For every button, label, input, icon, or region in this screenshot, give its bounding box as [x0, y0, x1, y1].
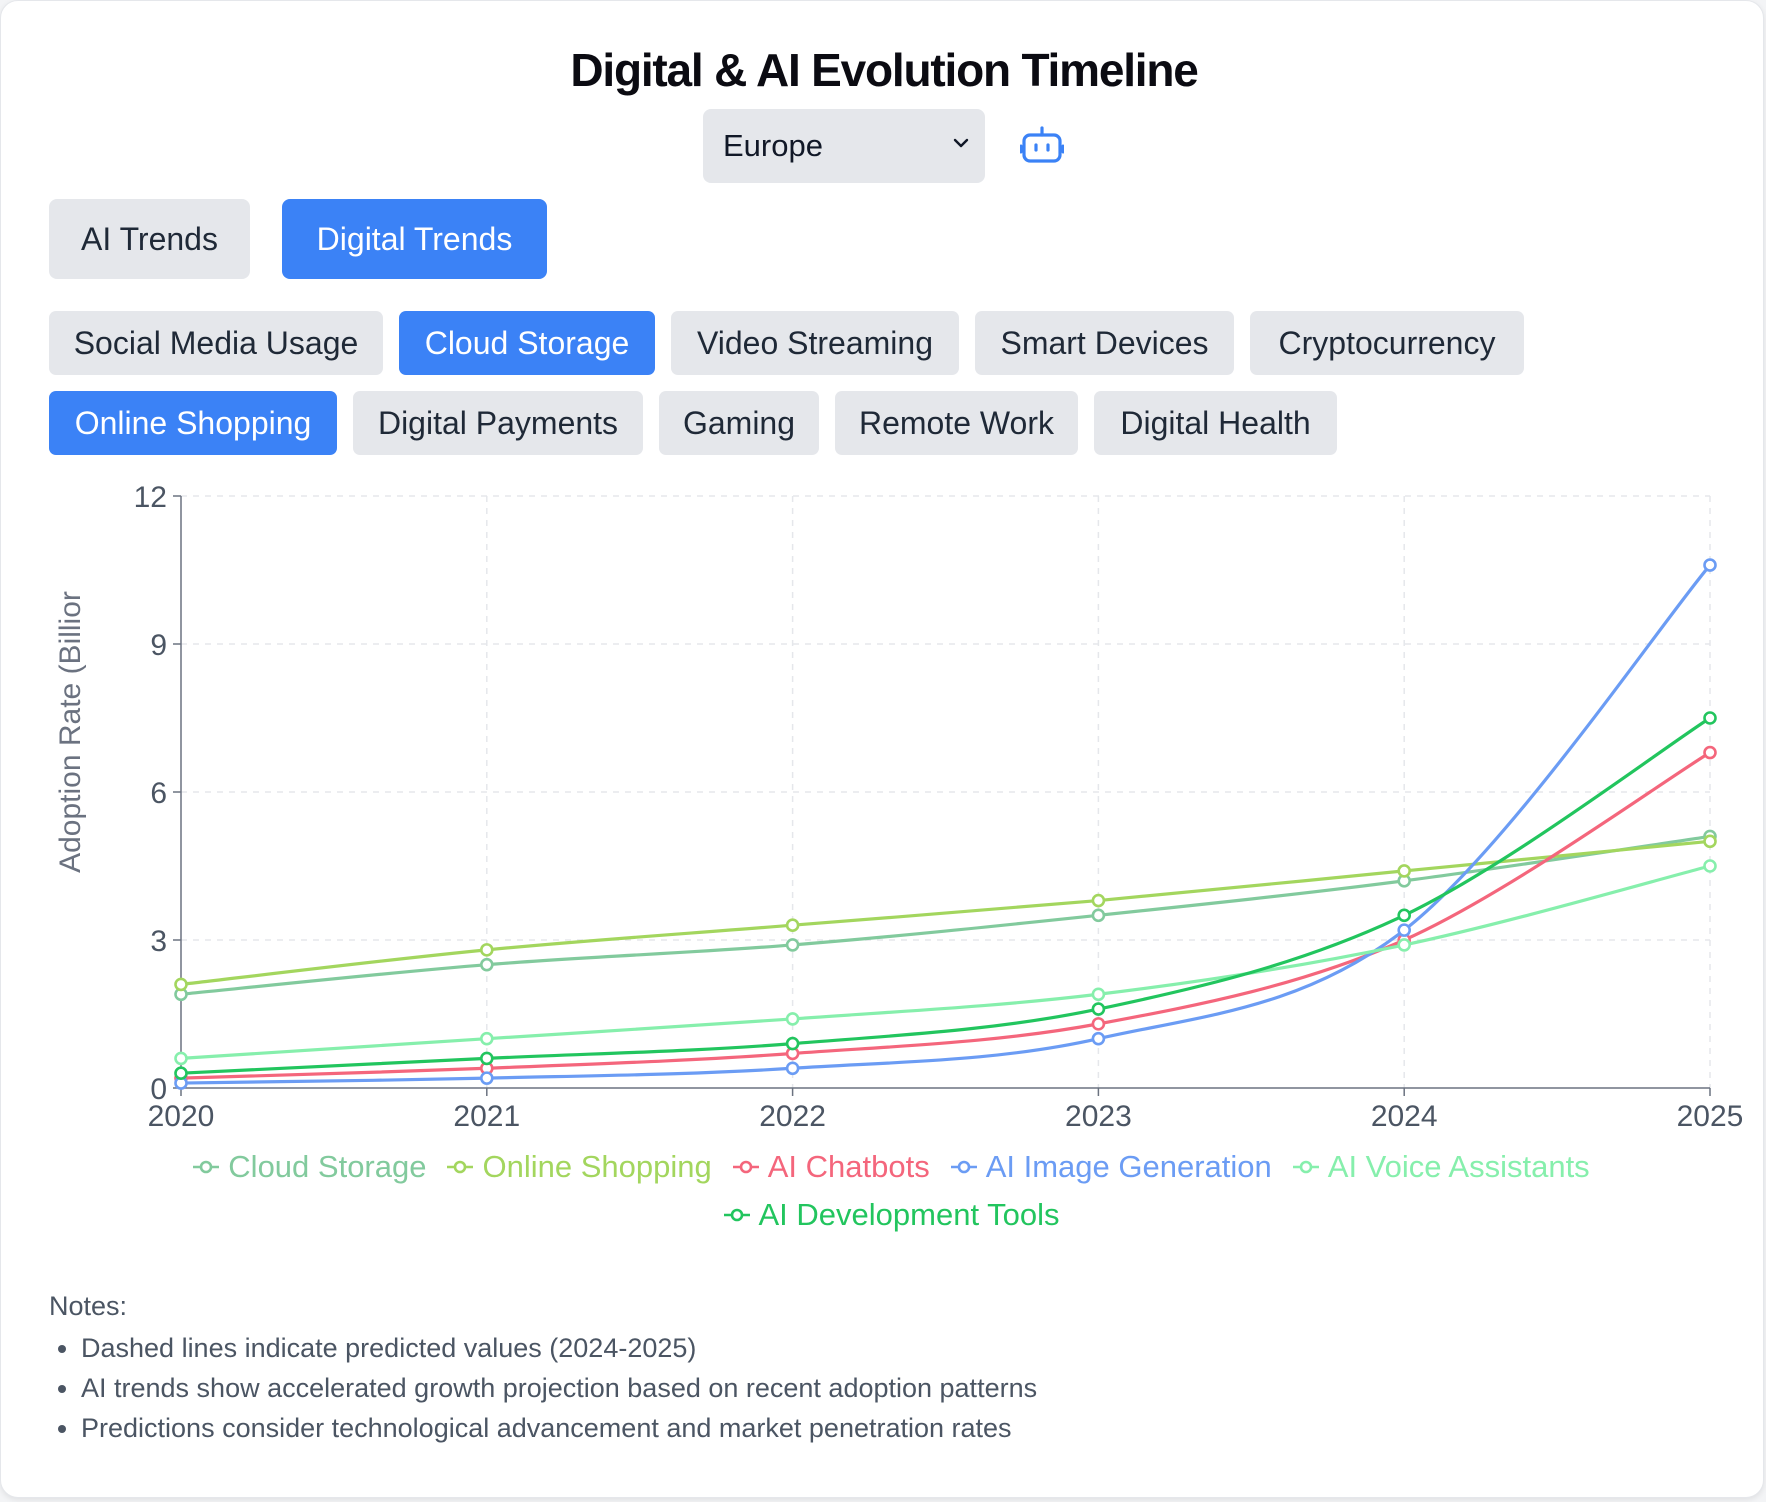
x-tick-label: 2020	[148, 1100, 215, 1133]
y-tick-label: 0	[150, 1073, 167, 1106]
legend-label: Online Shopping	[482, 1149, 712, 1184]
legend-line-marker-icon	[723, 1208, 750, 1222]
legend-item[interactable]: AI Voice Assistants	[1292, 1148, 1590, 1186]
data-point-cloud-storage	[1091, 908, 1106, 923]
note-item: Predictions consider technological advan…	[81, 1412, 1037, 1444]
data-point-ai-development-tools	[1703, 711, 1717, 725]
series-line-online-shopping	[180, 839, 1711, 986]
series-line-ai-image-generation	[180, 564, 1712, 1085]
legend-line-marker-icon	[732, 1160, 759, 1174]
note-item: Dashed lines indicate predicted values (…	[81, 1332, 1037, 1364]
tab-ai-trends[interactable]: AI Trends	[49, 199, 250, 279]
data-point-online-shopping	[1397, 864, 1411, 878]
x-tick-label: 2024	[1371, 1100, 1438, 1133]
legend-item[interactable]: Cloud Storage	[192, 1148, 426, 1186]
data-point-ai-chatbots	[1703, 745, 1717, 760]
data-point-ai-voice-assistants	[785, 1012, 800, 1026]
note-item: AI trends show accelerated growth projec…	[81, 1372, 1037, 1404]
data-point-ai-image-generation	[785, 1061, 800, 1076]
category-smart-devices[interactable]: Smart Devices	[975, 311, 1234, 375]
legend-label: AI Image Generation	[985, 1149, 1272, 1184]
series-line-ai-chatbots	[180, 751, 1711, 1080]
category-remote-work[interactable]: Remote Work	[835, 391, 1078, 455]
y-tick-label: 3	[150, 925, 167, 958]
data-point-ai-image-generation	[1091, 1031, 1106, 1046]
tab-digital-trends[interactable]: Digital Trends	[282, 199, 547, 279]
region-select-value: Europe	[723, 128, 823, 163]
data-point-cloud-storage	[479, 957, 494, 972]
data-point-online-shopping	[785, 918, 800, 933]
legend-item[interactable]: AI Chatbots	[732, 1148, 930, 1186]
data-point-ai-voice-assistants	[1091, 987, 1106, 1002]
y-tick-label: 6	[150, 777, 167, 810]
series-line-cloud-storage	[180, 834, 1711, 996]
category-cloud-storage[interactable]: Cloud Storage	[399, 311, 655, 375]
category-gaming[interactable]: Gaming	[659, 391, 819, 455]
region-select[interactable]: Europe	[703, 109, 985, 183]
data-point-ai-development-tools	[1091, 1002, 1106, 1016]
page-title: Digital & AI Evolution Timeline	[570, 44, 1199, 96]
data-point-ai-development-tools	[1397, 908, 1411, 923]
y-tick-label: 12	[134, 481, 167, 514]
x-tick-label: 2025	[1677, 1100, 1744, 1133]
legend-label: AI Voice Assistants	[1327, 1149, 1590, 1184]
data-point-online-shopping	[479, 943, 494, 957]
notes-list: Dashed lines indicate predicted values (…	[49, 1332, 1037, 1444]
category-digital-payments[interactable]: Digital Payments	[353, 391, 643, 455]
data-point-ai-development-tools	[785, 1036, 800, 1051]
data-point-ai-development-tools	[174, 1066, 188, 1081]
category-cryptocurrency[interactable]: Cryptocurrency	[1250, 311, 1524, 375]
legend-line-marker-icon	[193, 1160, 220, 1174]
data-point-ai-development-tools	[479, 1051, 494, 1066]
legend-line-marker-icon	[950, 1160, 977, 1174]
chart-legend: Cloud Storage Online Shopping AI Chatbots A…	[81, 1148, 1701, 1234]
line-chart: 0 3 6 9 12 2020 2021 2022 2023 2024 2025 Adoption R…	[54, 481, 1744, 1133]
x-tick-label: 2023	[1065, 1100, 1132, 1133]
x-tick-label: 2022	[759, 1100, 826, 1133]
legend-item[interactable]: Online Shopping	[446, 1148, 712, 1186]
data-point-ai-image-generation	[1397, 923, 1411, 937]
chevron-down-icon	[953, 138, 969, 148]
robot-icon[interactable]	[1020, 125, 1064, 167]
legend-label: Cloud Storage	[228, 1149, 427, 1184]
legend-line-marker-icon	[1292, 1160, 1319, 1174]
y-tick-label: 9	[150, 629, 167, 662]
data-point-ai-voice-assistants	[479, 1031, 494, 1046]
data-point-ai-chatbots	[1091, 1017, 1106, 1031]
legend-item[interactable]: AI Image Generation	[950, 1148, 1272, 1186]
legend-item[interactable]: AI Development Tools	[723, 1196, 1060, 1234]
data-point-ai-voice-assistants	[174, 1051, 188, 1066]
legend-line-marker-icon	[447, 1160, 474, 1174]
data-point-ai-image-generation	[1703, 558, 1717, 572]
data-point-ai-voice-assistants	[1703, 859, 1717, 873]
x-tick-label: 2021	[453, 1100, 520, 1133]
data-point-online-shopping	[1091, 893, 1106, 908]
y-axis-label: Adoption Rate (Billior	[54, 591, 87, 873]
series-line-ai-development-tools	[180, 716, 1711, 1075]
category-digital-health[interactable]: Digital Health	[1094, 391, 1337, 455]
data-point-ai-voice-assistants	[1397, 938, 1411, 952]
legend-label: AI Development Tools	[758, 1197, 1060, 1232]
data-point-cloud-storage	[785, 938, 800, 952]
category-online-shopping[interactable]: Online Shopping	[49, 391, 337, 455]
notes-section: Notes: Dashed lines indicate predicted v…	[49, 1291, 1037, 1452]
data-point-online-shopping	[1703, 834, 1717, 849]
data-point-online-shopping	[174, 977, 188, 992]
category-social-media-usage[interactable]: Social Media Usage	[49, 311, 383, 375]
notes-title: Notes:	[49, 1291, 128, 1321]
series-line-ai-voice-assistants	[180, 864, 1711, 1060]
category-video-streaming[interactable]: Video Streaming	[671, 311, 959, 375]
legend-label: AI Chatbots	[767, 1149, 930, 1184]
data-point-ai-image-generation	[479, 1071, 494, 1085]
